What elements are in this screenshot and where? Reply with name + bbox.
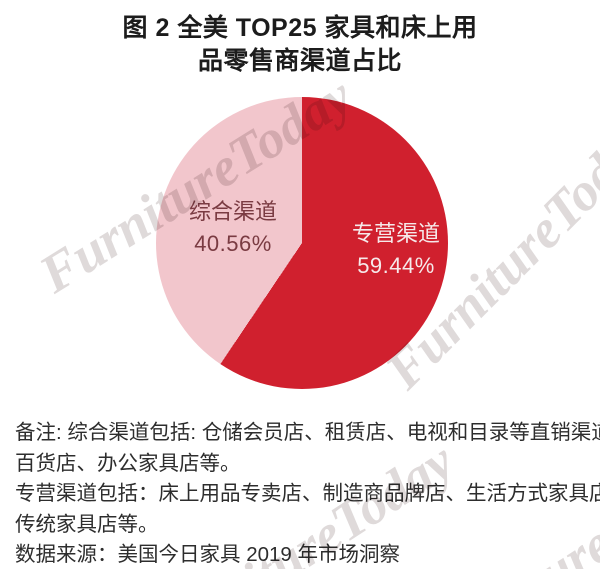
pie-chart: [156, 97, 448, 389]
chart-title-line1: 图 2 全美 TOP25 家具和床上用: [122, 14, 478, 42]
pie-label-general-channel: 综合渠道 40.56%: [158, 196, 308, 260]
chart-title: 图 2 全美 TOP25 家具和床上用 品零售商渠道占比: [0, 12, 600, 78]
footnotes: 备注: 综合渠道包括: 仓储会员店、租赁店、电视和目录等直销渠道、 百货店、办公…: [15, 418, 600, 569]
footnote-line: 专营渠道包括：床上用品专卖店、制造商品牌店、生活方式家具店、: [15, 482, 600, 505]
chart-title-line2: 品零售商渠道占比: [197, 47, 402, 75]
footnote-line: 百货店、办公家具店等。: [15, 451, 241, 475]
data-source-line: 数据来源：美国今日家具 2019 年市场洞察: [15, 543, 400, 566]
footnote-line: 备注: 综合渠道包括: 仓储会员店、租赁店、电视和目录等直销渠道、: [15, 421, 600, 444]
pie-label-general-name: 综合渠道: [188, 199, 277, 224]
footnote-line: 传统家具店等。: [15, 512, 159, 536]
pie-label-specialty-name: 专营渠道: [351, 221, 440, 246]
pie-label-specialty-value: 59.44%: [357, 253, 435, 278]
pie-label-specialty-channel: 专营渠道 59.44%: [326, 218, 466, 282]
pie-label-general-value: 40.56%: [194, 231, 272, 256]
